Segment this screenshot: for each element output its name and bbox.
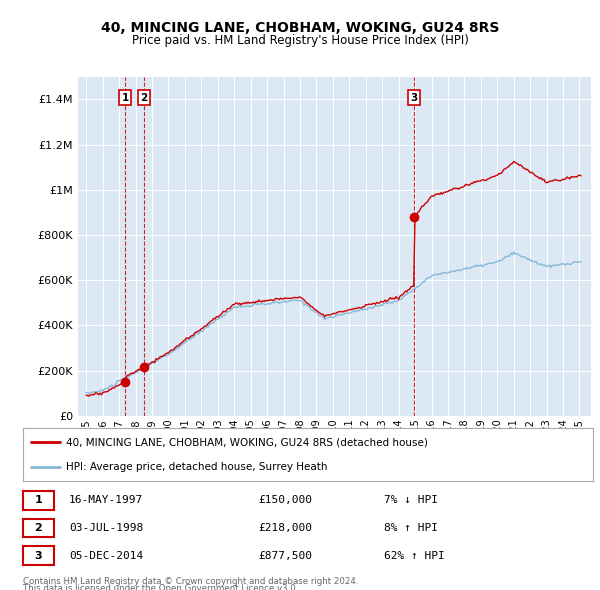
Text: £877,500: £877,500 [258,551,312,560]
Text: This data is licensed under the Open Government Licence v3.0.: This data is licensed under the Open Gov… [23,584,298,590]
Text: 03-JUL-1998: 03-JUL-1998 [69,523,143,533]
Text: 16-MAY-1997: 16-MAY-1997 [69,496,143,505]
Text: 62% ↑ HPI: 62% ↑ HPI [384,551,445,560]
Text: 8% ↑ HPI: 8% ↑ HPI [384,523,438,533]
Text: HPI: Average price, detached house, Surrey Heath: HPI: Average price, detached house, Surr… [65,461,327,471]
Text: 05-DEC-2014: 05-DEC-2014 [69,551,143,560]
Text: 7% ↓ HPI: 7% ↓ HPI [384,496,438,505]
Text: 3: 3 [35,551,42,560]
Text: 2: 2 [35,523,42,533]
Text: 1: 1 [35,496,42,505]
Text: £218,000: £218,000 [258,523,312,533]
Text: 40, MINCING LANE, CHOBHAM, WOKING, GU24 8RS (detached house): 40, MINCING LANE, CHOBHAM, WOKING, GU24 … [65,437,427,447]
Text: 40, MINCING LANE, CHOBHAM, WOKING, GU24 8RS: 40, MINCING LANE, CHOBHAM, WOKING, GU24 … [101,21,499,35]
Text: Contains HM Land Registry data © Crown copyright and database right 2024.: Contains HM Land Registry data © Crown c… [23,577,358,586]
Text: 3: 3 [410,93,418,103]
Text: 2: 2 [140,93,148,103]
Text: Price paid vs. HM Land Registry's House Price Index (HPI): Price paid vs. HM Land Registry's House … [131,34,469,47]
Text: £150,000: £150,000 [258,496,312,505]
Text: 1: 1 [122,93,129,103]
